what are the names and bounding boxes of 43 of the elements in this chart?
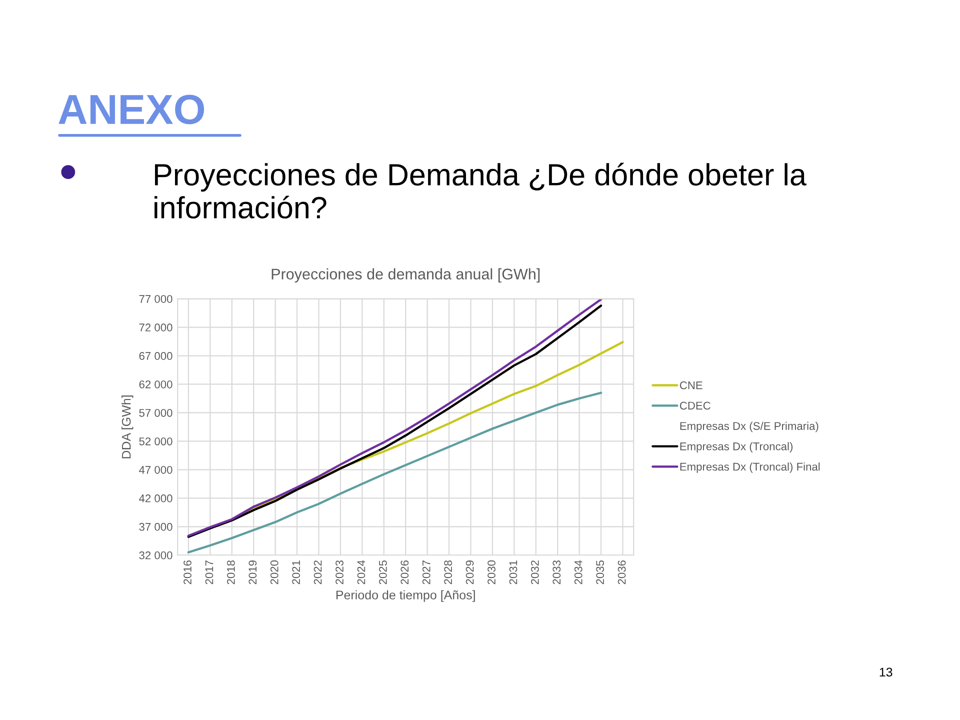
- x-tick-label: 2036: [618, 560, 626, 584]
- text: Empresas Dx (S/E Primaria): [680, 422, 818, 432]
- legend-label: Empresas Dx (Troncal) Final: [680, 462, 820, 473]
- x-tick-label: 2028: [444, 560, 452, 584]
- x-tick-label: 2032: [531, 560, 539, 584]
- legend-label: Empresas Dx (Troncal): [680, 442, 792, 452]
- x-tick-label: 2027: [422, 560, 430, 584]
- x-tick-label: 2026: [400, 560, 409, 584]
- y-tick-label: 67 000: [139, 352, 172, 360]
- x-axis-title: Periodo de tiempo [Años]: [336, 590, 475, 602]
- x-tick-label: 2031: [509, 560, 518, 584]
- line-series: [187, 392, 602, 554]
- x-tick-label: 2023: [336, 560, 344, 584]
- x-tick-label: 2019: [248, 560, 257, 584]
- x-tick-label: 2035: [596, 560, 604, 584]
- y-tick-label: 57 000: [139, 408, 172, 417]
- y-tick-label: 62 000: [139, 380, 172, 388]
- chart-title: Proyecciones de demanda anual [GWh]: [272, 268, 540, 283]
- x-tick-label: 2017: [205, 560, 214, 584]
- text: 13: [880, 668, 892, 677]
- x-tick-label: 2029: [466, 560, 474, 584]
- y-tick-label: 52 000: [139, 437, 172, 446]
- x-tick-label: 2024: [357, 560, 366, 584]
- x-tick-label: 2034: [574, 560, 582, 584]
- text: Proyecciones de Demanda ¿De dónde obeter la información?: [154, 162, 806, 219]
- x-tick-label: 2033: [552, 560, 561, 584]
- x-tick-label: 2018: [227, 560, 235, 584]
- legend-label: CDEC: [680, 402, 710, 410]
- y-tick-label: 77 000: [139, 295, 172, 303]
- y-tick-label: 42 000: [139, 494, 172, 502]
- y-tick-label: 72 000: [139, 324, 172, 332]
- y-axis-title: DDA [GWh]: [122, 396, 134, 458]
- x-tick-label: 2030: [488, 560, 496, 584]
- x-tick-label: 2025: [379, 560, 387, 584]
- y-tick-label: 32 000: [139, 551, 172, 560]
- x-tick-label: 2022: [314, 560, 322, 584]
- y-tick-label: 47 000: [139, 466, 172, 474]
- x-tick-label: 2016: [184, 560, 192, 584]
- y-tick-label: 37 000: [139, 522, 172, 531]
- x-tick-label: 2020: [270, 560, 278, 584]
- x-tick-label: 2021: [292, 560, 300, 584]
- text: ANEXO: [58, 94, 204, 124]
- legend-label: CNE: [680, 381, 702, 390]
